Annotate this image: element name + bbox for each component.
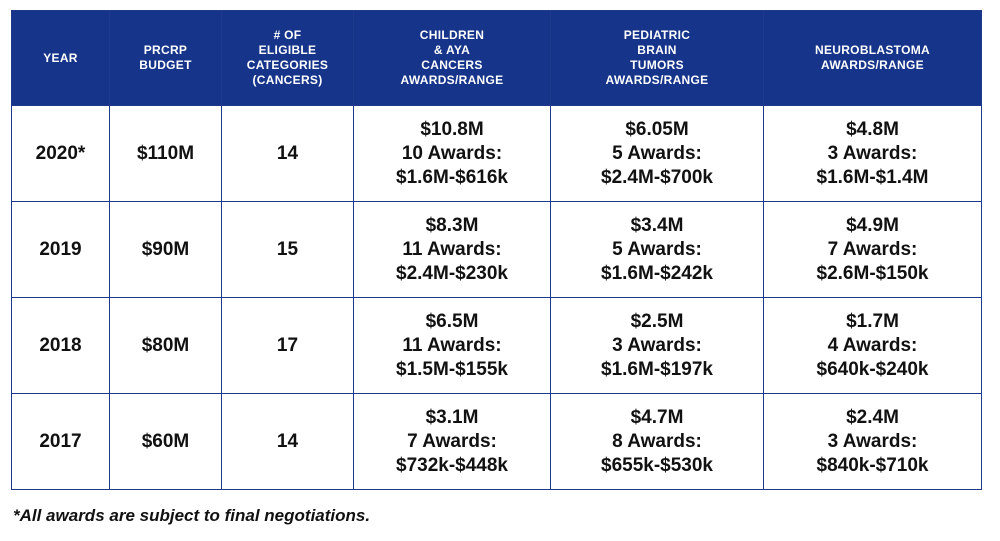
cell-budget: $60M (109, 393, 222, 490)
cell-range: $1.6M-$242k (601, 262, 713, 284)
cell-awards: 11 Awards: (402, 334, 502, 356)
cell-awards: 3 Awards: (827, 142, 918, 164)
header-neuroblastoma: NEUROBLASTOMA AWARDS/RANGE (763, 10, 982, 106)
cell-awards: 7 Awards: (827, 238, 918, 260)
cell-total: $2.5M (630, 310, 684, 332)
cell-total: $4.9M (846, 214, 899, 236)
header-line: CATEGORIES (246, 58, 329, 72)
cell-range: $2.4M-$230k (396, 262, 508, 284)
cell-range: $1.6M-$197k (601, 358, 713, 380)
header-line: AWARDS/RANGE (400, 73, 504, 87)
header-brain-tumors: PEDIATRIC BRAIN TUMORS AWARDS/RANGE (550, 10, 764, 106)
cell-children-aya: $6.5M 11 Awards: $1.5M-$155k (353, 297, 551, 394)
cell-brain-tumors: $3.4M 5 Awards: $1.6M-$242k (550, 201, 764, 298)
table-row: 2018 $80M 17 $6.5M 11 Awards: $1.5M-$155… (11, 297, 982, 394)
header-line: PEDIATRIC (623, 28, 691, 42)
header-line: # OF (273, 28, 302, 42)
cell-year: 2017 (11, 393, 110, 490)
header-children-aya: CHILDREN & AYA CANCERS AWARDS/RANGE (353, 10, 551, 106)
cell-total: $4.7M (630, 406, 684, 428)
awards-table: YEAR PRCRP BUDGET # OF ELIGIBLE CATEGORI… (11, 10, 982, 490)
cell-neuroblastoma: $4.8M 3 Awards: $1.6M-$1.4M (763, 105, 982, 202)
cell-total: $4.8M (846, 118, 899, 140)
cell-brain-tumors: $6.05M 5 Awards: $2.4M-$700k (550, 105, 764, 202)
header-line: (CANCERS) (252, 73, 323, 87)
cell-total: $6.05M (625, 118, 689, 140)
cell-range: $840k-$710k (816, 454, 929, 476)
cell-budget: $110M (109, 105, 222, 202)
cell-awards: 4 Awards: (827, 334, 918, 356)
header-line: ELIGIBLE (258, 43, 317, 57)
header-budget: PRCRP BUDGET (109, 10, 222, 106)
header-line: CANCERS (421, 58, 483, 72)
cell-range: $2.6M-$150k (816, 262, 929, 284)
cell-children-aya: $10.8M 10 Awards: $1.6M-$616k (353, 105, 551, 202)
cell-children-aya: $3.1M 7 Awards: $732k-$448k (353, 393, 551, 490)
cell-categories: 14 (221, 105, 354, 202)
cell-total: $10.8M (420, 118, 484, 140)
header-line: TUMORS (630, 58, 684, 72)
header-categories: # OF ELIGIBLE CATEGORIES (CANCERS) (221, 10, 354, 106)
cell-awards: 10 Awards: (401, 142, 503, 164)
cell-neuroblastoma: $1.7M 4 Awards: $640k-$240k (763, 297, 982, 394)
cell-total: $8.3M (425, 214, 479, 236)
cell-children-aya: $8.3M 11 Awards: $2.4M-$230k (353, 201, 551, 298)
cell-awards: 3 Awards: (827, 430, 918, 452)
cell-range: $1.5M-$155k (396, 358, 508, 380)
header-year: YEAR (11, 10, 110, 106)
cell-total: $2.4M (846, 406, 899, 428)
cell-range: $655k-$530k (601, 454, 713, 476)
cell-awards: 3 Awards: (612, 334, 702, 356)
cell-range: $2.4M-$700k (601, 166, 713, 188)
cell-awards: 5 Awards: (612, 238, 702, 260)
header-line: CHILDREN (419, 28, 485, 42)
cell-budget: $80M (109, 297, 222, 394)
header-line: BUDGET (139, 58, 192, 72)
footnote: *All awards are subject to final negotia… (13, 506, 371, 525)
cell-brain-tumors: $2.5M 3 Awards: $1.6M-$197k (550, 297, 764, 394)
cell-year: 2020* (11, 105, 110, 202)
cell-total: $6.5M (425, 310, 479, 332)
header-line: & AYA (433, 43, 471, 57)
header-row: YEAR PRCRP BUDGET # OF ELIGIBLE CATEGORI… (11, 10, 982, 106)
cell-range: $1.6M-$1.4M (816, 166, 929, 188)
cell-total: $1.7M (846, 310, 899, 332)
cell-year: 2019 (11, 201, 110, 298)
cell-range: $732k-$448k (396, 454, 508, 476)
cell-year: 2018 (11, 297, 110, 394)
cell-awards: 7 Awards: (407, 430, 497, 452)
header-line: AWARDS/RANGE (821, 58, 924, 72)
cell-neuroblastoma: $4.9M 7 Awards: $2.6M-$150k (763, 201, 982, 298)
cell-total: $3.4M (630, 214, 684, 236)
cell-categories: 14 (221, 393, 354, 490)
cell-awards: 5 Awards: (612, 142, 702, 164)
header-line: NEUROBLASTOMA (814, 43, 930, 57)
cell-categories: 15 (221, 201, 354, 298)
table-row: 2019 $90M 15 $8.3M 11 Awards: $2.4M-$230… (11, 201, 982, 298)
cell-awards: 8 Awards: (612, 430, 702, 452)
cell-categories: 17 (221, 297, 354, 394)
cell-brain-tumors: $4.7M 8 Awards: $655k-$530k (550, 393, 764, 490)
header-line: AWARDS/RANGE (605, 73, 709, 87)
header-line: PRCRP (143, 43, 188, 57)
cell-awards: 11 Awards: (402, 238, 502, 260)
cell-budget: $90M (109, 201, 222, 298)
cell-total: $3.1M (425, 406, 479, 428)
cell-neuroblastoma: $2.4M 3 Awards: $840k-$710k (763, 393, 982, 490)
header-line: BRAIN (637, 43, 677, 57)
cell-range: $640k-$240k (816, 358, 929, 380)
table-row: 2017 $60M 14 $3.1M 7 Awards: $732k-$448k… (11, 393, 982, 490)
cell-range: $1.6M-$616k (396, 166, 508, 188)
header-line: YEAR (43, 50, 78, 65)
table-row: 2020* $110M 14 $10.8M 10 Awards: $1.6M-$… (11, 105, 982, 202)
